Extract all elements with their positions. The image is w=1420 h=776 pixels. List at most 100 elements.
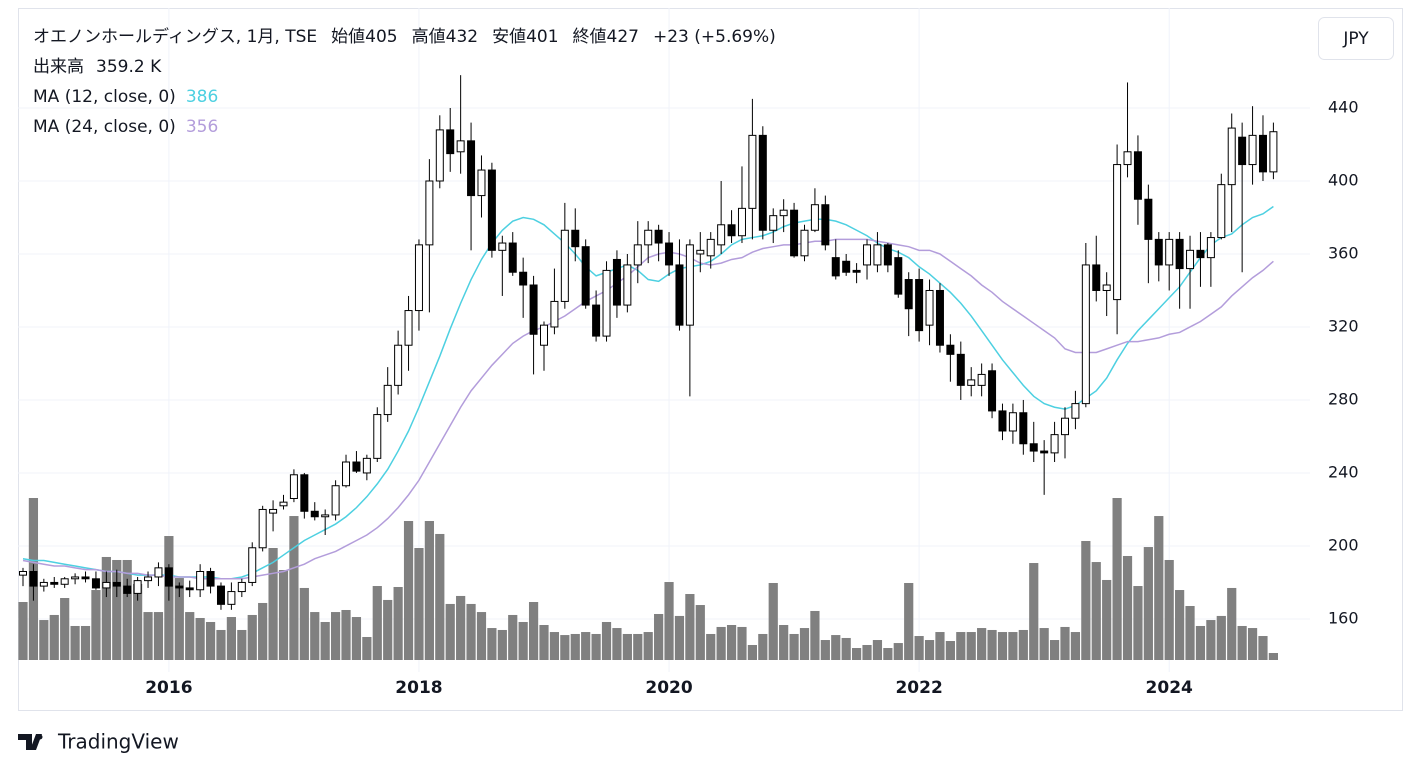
candle-body <box>925 289 934 326</box>
currency-button[interactable] <box>1318 17 1394 60</box>
candle-body <box>831 257 840 277</box>
volume-bar <box>1216 615 1226 660</box>
volume-bar <box>445 603 455 660</box>
candle-body <box>675 264 684 326</box>
volume-bar <box>924 640 935 660</box>
volume-bar <box>1133 586 1143 660</box>
candle-body <box>39 581 48 587</box>
candle-body <box>1154 238 1163 266</box>
candle-body <box>237 581 246 593</box>
currency-label[interactable]: JPY <box>1342 29 1369 49</box>
volume-bar <box>612 628 622 660</box>
candle-body <box>1206 237 1215 259</box>
volume-bar <box>893 643 903 660</box>
volume-bar <box>1029 563 1039 660</box>
volume-bar <box>1122 555 1133 660</box>
candle-body <box>540 324 548 346</box>
volume-bar <box>997 632 1008 660</box>
volume-bar <box>247 614 257 660</box>
volume-bar <box>1154 516 1164 660</box>
candle-body <box>102 581 111 589</box>
volume-bar <box>1060 626 1070 660</box>
chart-frame <box>18 8 1403 711</box>
candle-body <box>1186 249 1195 270</box>
candle-body <box>665 242 674 266</box>
candle-body <box>1269 131 1278 173</box>
volume-bar <box>185 612 195 660</box>
volume-bar <box>758 633 768 660</box>
volume-bar <box>799 628 810 660</box>
x-tick-label: 2018 <box>395 678 442 698</box>
volume-bar <box>685 594 695 660</box>
volume-bar <box>1112 498 1122 660</box>
volume-bar <box>779 625 789 660</box>
candle-body <box>248 547 257 583</box>
candle-body <box>581 246 590 306</box>
volume-value: 359.2 K <box>96 57 162 77</box>
ma-name: MA (24, close, 0) <box>33 117 176 137</box>
axes: 160 200 240 280 320 360 400 440 2016 2018 2020 2022… <box>145 97 1358 698</box>
y-tick-label: 440 <box>1328 97 1359 116</box>
volume-bar <box>195 617 205 660</box>
volume-bar <box>747 644 757 660</box>
candle-body <box>1227 127 1236 186</box>
volume-bar <box>622 633 632 660</box>
volume-bar <box>518 621 528 660</box>
candle-body <box>1165 238 1174 266</box>
volume-bar <box>237 629 247 660</box>
volume-bar <box>424 521 434 660</box>
volume-bar <box>570 633 580 660</box>
candle-body <box>269 508 278 514</box>
candle-body <box>1061 417 1069 436</box>
volume-bar <box>153 612 164 660</box>
y-tick-label: 400 <box>1328 170 1359 189</box>
ma-name: MA (12, close, 0) <box>33 87 176 107</box>
volume-bar <box>810 610 820 660</box>
candle-body <box>998 410 1007 432</box>
candle-body <box>279 501 288 507</box>
volume-bar <box>258 602 268 660</box>
candle-body <box>935 289 944 346</box>
candles <box>19 75 1278 610</box>
candle-body <box>748 134 757 209</box>
candle-body <box>477 169 486 197</box>
low-label: 安値 <box>492 27 526 47</box>
candle-body <box>112 581 121 587</box>
x-tick-label: 2024 <box>1146 678 1193 698</box>
volume-bar <box>1175 590 1185 660</box>
volume-bar <box>112 559 122 660</box>
volume-bar <box>289 516 299 660</box>
y-tick-label: 280 <box>1328 389 1359 408</box>
candle-body <box>633 244 642 266</box>
candle-body <box>29 570 38 587</box>
candle-body <box>206 570 215 587</box>
candle-body <box>60 578 69 585</box>
volume-bar <box>456 595 466 660</box>
volume-bar <box>101 556 111 660</box>
volume-bar <box>872 640 883 660</box>
candle-body <box>956 353 965 386</box>
ma-value: 386 <box>186 87 218 107</box>
candle-body <box>81 576 90 580</box>
candle-body <box>685 244 694 326</box>
candle-body <box>706 238 715 257</box>
volume-bar <box>70 625 80 660</box>
high-label: 高値 <box>412 27 446 47</box>
candle-body <box>123 585 132 594</box>
candle-body <box>487 169 496 251</box>
candle-body <box>331 485 340 516</box>
volume-bar <box>18 602 28 660</box>
volume-bar <box>601 621 612 660</box>
candle-body <box>612 258 621 306</box>
candle-body <box>1144 198 1153 240</box>
candle-body <box>915 279 924 332</box>
y-tick-label: 240 <box>1328 462 1359 481</box>
volume-bar <box>862 644 872 660</box>
volume-bar <box>1258 636 1268 660</box>
candle-body <box>227 591 236 605</box>
brand-icon <box>18 734 42 750</box>
volume-bar <box>122 559 132 660</box>
volume-bar <box>372 586 382 660</box>
candle-body <box>560 229 569 302</box>
volume-bar <box>841 637 851 660</box>
